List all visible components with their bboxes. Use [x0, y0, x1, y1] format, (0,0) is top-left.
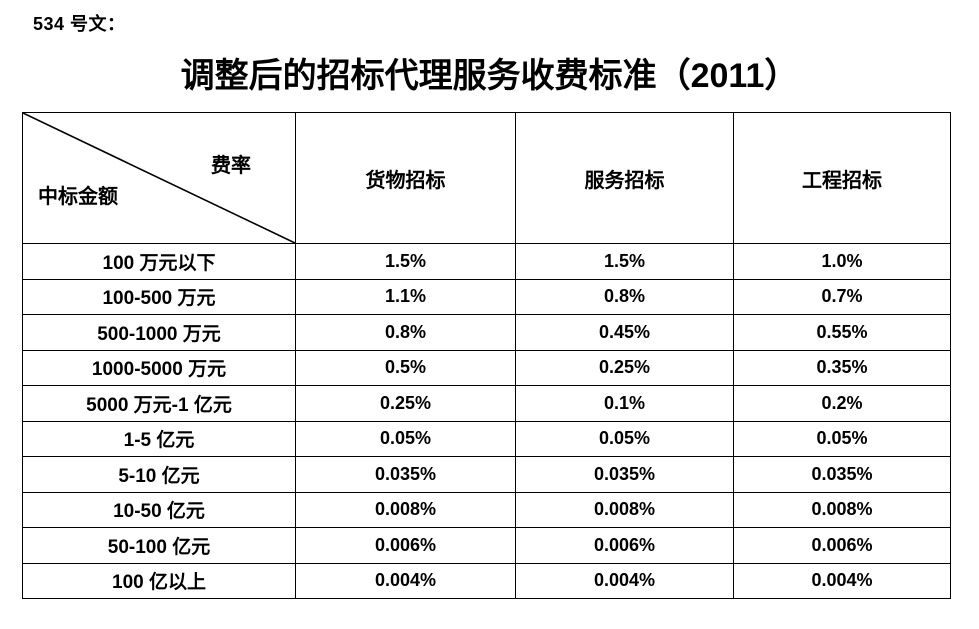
amount-cell: 1-5 亿元 [22, 420, 296, 457]
amount-cell: 10-50 亿元 [22, 491, 296, 528]
column-header-services: 服务招标 [515, 112, 734, 244]
header-row: 费率 中标金额 货物招标 服务招标 工程招标 [22, 112, 951, 244]
amount-cell: 5000 万元-1 亿元 [22, 385, 296, 422]
table-row: 50-100 亿元 0.006% 0.006% 0.006% [22, 527, 951, 564]
rate-cell: 0.05% [295, 420, 516, 457]
rate-cell: 0.008% [295, 491, 516, 528]
rate-cell: 0.006% [295, 527, 516, 564]
rate-cell: 0.25% [515, 349, 734, 386]
rate-cell: 0.1% [515, 385, 734, 422]
amount-cell: 5-10 亿元 [22, 456, 296, 493]
rate-cell: 0.7% [733, 278, 951, 315]
rate-cell: 0.8% [515, 278, 734, 315]
rate-cell: 0.035% [295, 456, 516, 493]
corner-label-amount: 中标金额 [38, 186, 118, 208]
rate-cell: 0.5% [295, 349, 516, 386]
table-row: 1000-5000 万元 0.5% 0.25% 0.35% [22, 349, 951, 386]
rate-cell: 0.25% [295, 385, 516, 422]
amount-cell: 100 亿以上 [22, 562, 296, 599]
table-row: 100 亿以上 0.004% 0.004% 0.004% [22, 562, 951, 599]
rate-cell: 0.8% [295, 314, 516, 351]
rate-cell: 0.05% [515, 420, 734, 457]
table-row: 1-5 亿元 0.05% 0.05% 0.05% [22, 420, 951, 457]
diagonal-divider-line [23, 113, 295, 243]
page-title: 调整后的招标代理服务收费标准（2011） [180, 57, 799, 95]
fee-rate-table: 费率 中标金额 货物招标 服务招标 工程招标 100 万元以下 1.5% 1.5… [22, 112, 951, 599]
rate-cell: 0.008% [515, 491, 734, 528]
rate-cell: 1.5% [295, 243, 516, 280]
rate-cell: 0.004% [515, 562, 734, 599]
amount-cell: 100-500 万元 [22, 278, 296, 315]
table-row: 10-50 亿元 0.008% 0.008% 0.008% [22, 491, 951, 528]
rate-cell: 0.45% [515, 314, 734, 351]
table-row: 100 万元以下 1.5% 1.5% 1.0% [22, 243, 951, 280]
rate-cell: 0.008% [733, 491, 951, 528]
corner-label-rate: 费率 [211, 155, 251, 177]
rate-cell: 0.035% [733, 456, 951, 493]
rate-cell: 0.006% [733, 527, 951, 564]
rate-cell: 0.05% [733, 420, 951, 457]
table-row: 100-500 万元 1.1% 0.8% 0.7% [22, 278, 951, 315]
rate-cell: 1.5% [515, 243, 734, 280]
amount-cell: 500-1000 万元 [22, 314, 296, 351]
rate-cell: 0.35% [733, 349, 951, 386]
amount-cell: 50-100 亿元 [22, 527, 296, 564]
amount-cell: 100 万元以下 [22, 243, 296, 280]
column-header-goods: 货物招标 [295, 112, 516, 244]
table-corner-cell: 费率 中标金额 [22, 112, 296, 244]
rate-cell: 0.006% [515, 527, 734, 564]
amount-cell: 1000-5000 万元 [22, 349, 296, 386]
table-row: 5000 万元-1 亿元 0.25% 0.1% 0.2% [22, 385, 951, 422]
rate-cell: 1.1% [295, 278, 516, 315]
rate-cell: 0.035% [515, 456, 734, 493]
rate-cell: 0.55% [733, 314, 951, 351]
rate-cell: 1.0% [733, 243, 951, 280]
rate-cell: 0.2% [733, 385, 951, 422]
rate-cell: 0.004% [733, 562, 951, 599]
column-header-engineering: 工程招标 [733, 112, 951, 244]
table-row: 500-1000 万元 0.8% 0.45% 0.55% [22, 314, 951, 351]
doc-number-label: 534 号文： [33, 14, 126, 34]
rate-cell: 0.004% [295, 562, 516, 599]
table-row: 5-10 亿元 0.035% 0.035% 0.035% [22, 456, 951, 493]
